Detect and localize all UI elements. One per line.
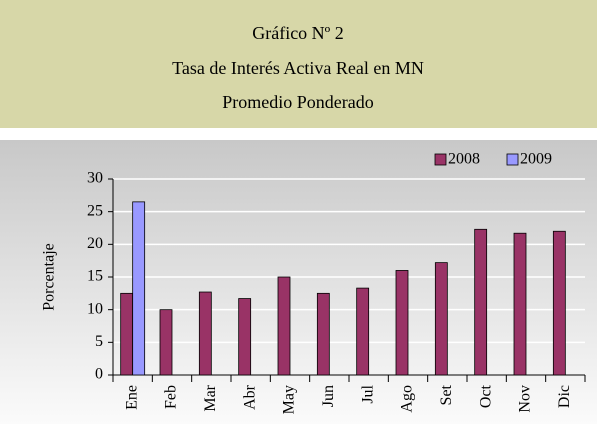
chart-title: Gráfico Nº 2 (252, 23, 344, 43)
bar (552, 230, 566, 376)
y-tick-label: 15 (87, 268, 103, 285)
bar (434, 262, 448, 376)
y-tick-label: 5 (95, 333, 103, 350)
y-tick-label: 20 (87, 235, 103, 252)
bar (198, 291, 212, 376)
x-tick-label: Ene (123, 385, 140, 410)
bar (474, 228, 488, 376)
legend-label: 2008 (448, 151, 480, 168)
x-tick-label: Jul (359, 384, 376, 403)
x-tick-label: Mar (202, 384, 219, 411)
x-tick-label: Set (438, 384, 455, 405)
y-tick-label: 25 (87, 202, 103, 219)
chart-subtitle: Promedio Ponderado (222, 92, 373, 112)
chart-subtitle: Tasa de Interés Activa Real en MN (172, 58, 424, 78)
x-tick-label: Jun (320, 385, 337, 407)
header-box (0, 0, 597, 128)
x-tick-label: May (281, 385, 298, 414)
y-axis-label: Porcentaje (41, 243, 58, 311)
y-tick-label: 0 (95, 366, 103, 383)
bar (316, 292, 330, 376)
x-tick-label: Oct (477, 384, 494, 408)
y-tick-label: 30 (87, 170, 103, 187)
y-tick-label: 10 (87, 300, 103, 317)
x-tick-label: Ago (399, 385, 416, 413)
legend-swatch (434, 153, 447, 166)
bar (159, 309, 173, 376)
bar (395, 270, 409, 376)
legend-swatch (506, 153, 519, 166)
bar (513, 232, 527, 376)
bar (238, 298, 252, 376)
x-tick-label: Feb (163, 385, 180, 409)
legend-label: 2009 (520, 151, 552, 168)
chart-background (0, 140, 597, 424)
bar (356, 287, 370, 376)
bar (132, 201, 146, 376)
x-tick-label: Nov (517, 385, 534, 413)
bar (120, 292, 134, 376)
x-tick-label: Abr (241, 384, 258, 410)
bar (277, 276, 291, 376)
x-tick-label: Dic (556, 385, 573, 408)
